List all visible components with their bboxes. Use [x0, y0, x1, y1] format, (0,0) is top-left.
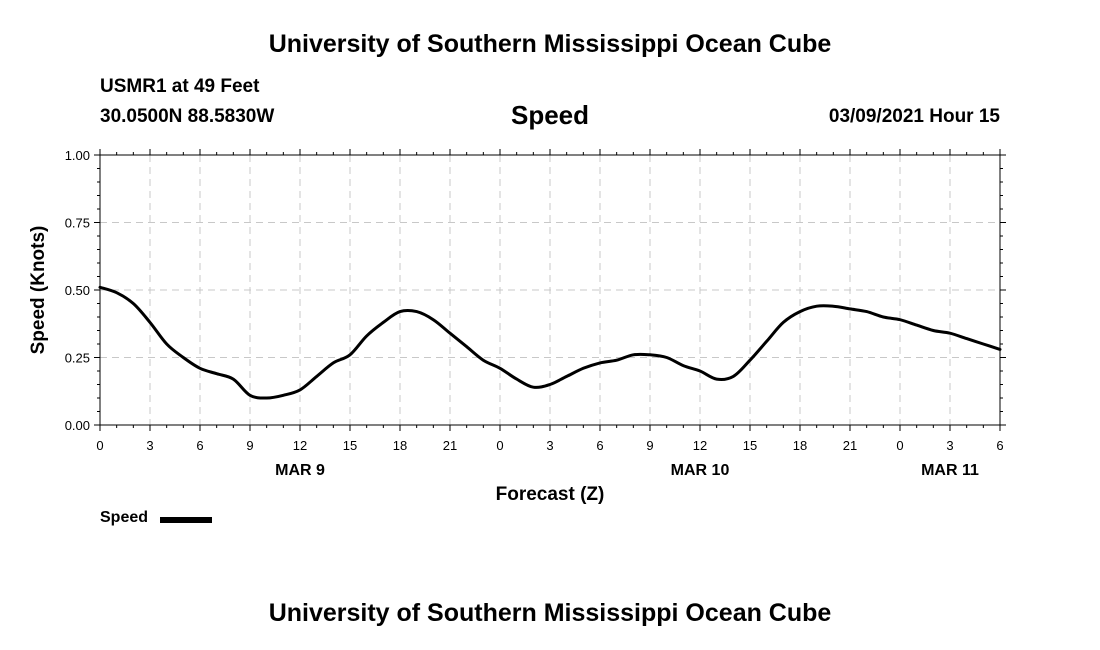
x-tick-label: 0: [496, 438, 503, 453]
date-label: MAR 9: [275, 462, 325, 479]
speed-series-line: [98, 285, 1002, 400]
footer-title: University of Southern Mississippi Ocean…: [268, 599, 832, 627]
x-axis-label: Forecast (Z): [496, 484, 605, 505]
x-axis: 0 3 6 9 12 15 18 21 0 3 6 9 12 15 18 21 0 3 6: [96, 149, 1004, 453]
x-tick-label: 6: [996, 438, 1003, 453]
y-tick-label: 0.00: [65, 418, 90, 433]
y-tick-label: 0.75: [65, 216, 90, 231]
x-tick-label: 12: [693, 438, 707, 453]
x-tick-label: 6: [596, 438, 603, 453]
y-tick-label: 0.25: [65, 351, 90, 366]
date-label: MAR 11: [921, 462, 979, 479]
coordinates-label: 30.0500N 88.5830W: [100, 106, 275, 127]
x-tick-label: 18: [393, 438, 407, 453]
station-label: USMR1 at 49 Feet: [100, 76, 260, 97]
x-tick-label: 9: [646, 438, 653, 453]
legend-label: Speed: [100, 509, 149, 526]
y-tick-label: 1.00: [65, 148, 90, 163]
variable-title: Speed: [510, 100, 590, 130]
datetime-label: 03/09/2021 Hour 15: [828, 106, 1000, 127]
chart-series: [98, 285, 1002, 400]
x-tick-label: 21: [443, 438, 457, 453]
x-tick-label: 18: [793, 438, 807, 453]
legend-swatch: [160, 517, 212, 523]
x-tick-label: 12: [293, 438, 307, 453]
date-label: MAR 10: [671, 462, 730, 479]
x-tick-label: 0: [896, 438, 903, 453]
x-tick-label: 3: [546, 438, 553, 453]
x-tick-label: 3: [146, 438, 153, 453]
y-axis: 0.00 0.25 0.50 0.75 1.00: [65, 148, 1006, 433]
date-labels: MAR 9 MAR 10 MAR 11: [275, 462, 979, 479]
chart-main-title: University of Southern Mississippi Ocean…: [268, 30, 832, 58]
y-tick-label: 0.50: [65, 283, 90, 298]
x-tick-label: 21: [843, 438, 857, 453]
x-tick-label: 3: [946, 438, 953, 453]
x-tick-label: 15: [343, 438, 357, 453]
chart-grid: [100, 155, 1000, 425]
y-axis-label: Speed (Knots): [28, 226, 49, 355]
x-tick-label: 6: [196, 438, 203, 453]
x-tick-label: 15: [743, 438, 757, 453]
x-tick-label: 9: [246, 438, 253, 453]
x-tick-label: 0: [96, 438, 103, 453]
